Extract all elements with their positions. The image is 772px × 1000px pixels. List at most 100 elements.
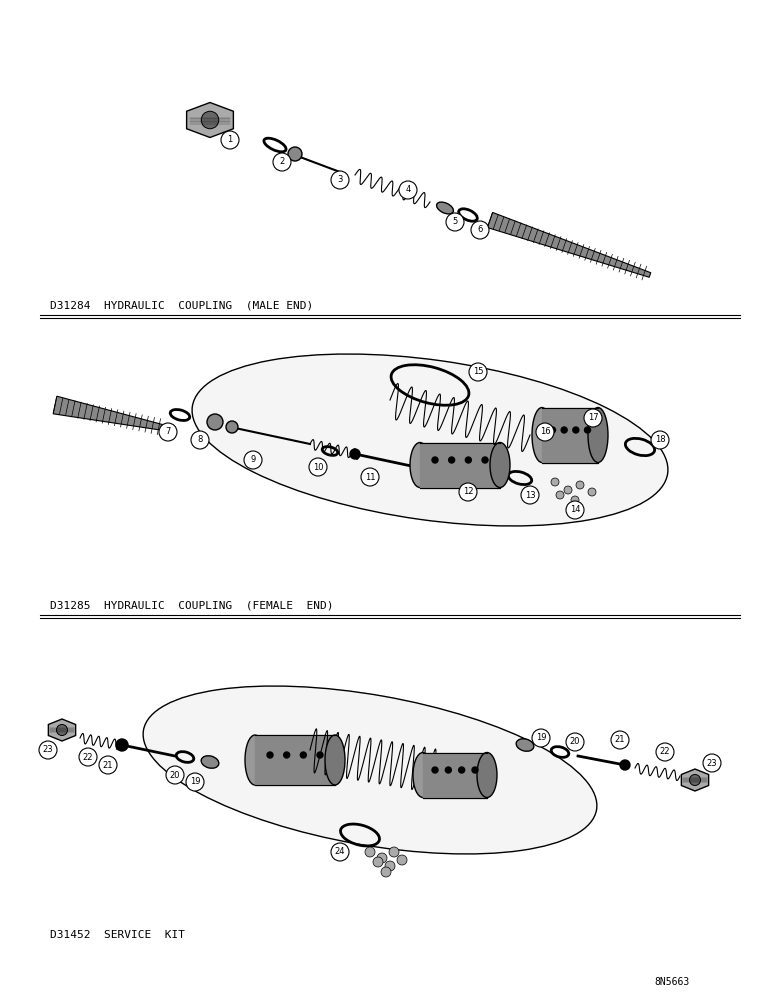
Circle shape [385, 861, 395, 871]
Text: 24: 24 [335, 848, 345, 856]
Circle shape [576, 481, 584, 489]
Text: 13: 13 [525, 490, 535, 499]
Circle shape [446, 213, 464, 231]
Text: 20: 20 [570, 738, 581, 746]
Circle shape [186, 773, 204, 791]
Circle shape [201, 111, 218, 129]
Text: 1: 1 [228, 135, 232, 144]
Circle shape [397, 855, 407, 865]
Text: 21: 21 [103, 760, 113, 770]
Circle shape [56, 724, 67, 736]
Circle shape [651, 431, 669, 449]
Circle shape [532, 729, 550, 747]
Text: 10: 10 [313, 462, 323, 472]
Circle shape [556, 491, 564, 499]
Ellipse shape [143, 686, 597, 854]
Circle shape [317, 752, 323, 758]
Circle shape [432, 767, 438, 773]
Ellipse shape [588, 408, 608, 462]
Circle shape [466, 457, 472, 463]
Circle shape [288, 147, 302, 161]
Circle shape [482, 457, 488, 463]
Circle shape [273, 153, 291, 171]
Circle shape [561, 427, 567, 433]
Polygon shape [487, 212, 651, 277]
Text: 2: 2 [279, 157, 285, 166]
Circle shape [267, 752, 273, 758]
Circle shape [207, 414, 223, 430]
Text: 21: 21 [615, 736, 625, 744]
Circle shape [620, 760, 630, 770]
Circle shape [564, 486, 572, 494]
Ellipse shape [477, 752, 497, 798]
Circle shape [283, 752, 290, 758]
Circle shape [459, 767, 465, 773]
Circle shape [584, 409, 602, 427]
Text: 17: 17 [587, 414, 598, 422]
Circle shape [551, 478, 559, 486]
Polygon shape [420, 442, 500, 488]
Circle shape [221, 131, 239, 149]
Text: 4: 4 [405, 186, 411, 194]
Ellipse shape [192, 354, 668, 526]
Circle shape [331, 171, 349, 189]
Text: 12: 12 [462, 488, 473, 496]
Ellipse shape [410, 442, 430, 488]
Ellipse shape [490, 442, 510, 488]
Circle shape [432, 457, 438, 463]
Text: 5: 5 [452, 218, 458, 227]
Text: 16: 16 [540, 428, 550, 436]
Circle shape [99, 756, 117, 774]
Circle shape [377, 853, 387, 863]
Polygon shape [542, 408, 598, 462]
Text: D31452  SERVICE  KIT: D31452 SERVICE KIT [50, 930, 185, 940]
Circle shape [159, 423, 177, 441]
Circle shape [656, 743, 674, 761]
Circle shape [191, 431, 209, 449]
Circle shape [566, 501, 584, 519]
Circle shape [389, 847, 399, 857]
Polygon shape [187, 103, 233, 137]
Ellipse shape [325, 735, 345, 785]
Circle shape [472, 767, 478, 773]
Circle shape [445, 767, 452, 773]
Text: 23: 23 [42, 746, 53, 754]
Text: 8N5663: 8N5663 [655, 977, 690, 987]
Ellipse shape [245, 735, 265, 785]
Circle shape [300, 752, 306, 758]
Circle shape [399, 181, 417, 199]
Polygon shape [53, 396, 165, 431]
Polygon shape [423, 752, 487, 798]
Text: D31285  HYDRAULIC  COUPLING  (FEMALE  END): D31285 HYDRAULIC COUPLING (FEMALE END) [50, 600, 334, 610]
Text: 19: 19 [190, 778, 200, 786]
Ellipse shape [516, 739, 533, 751]
Circle shape [573, 427, 579, 433]
Circle shape [703, 754, 721, 772]
Circle shape [381, 867, 391, 877]
Circle shape [116, 739, 128, 751]
Circle shape [550, 427, 556, 433]
Text: 3: 3 [337, 176, 343, 184]
Text: 8: 8 [198, 436, 203, 444]
Text: D31284  HYDRAULIC  COUPLING  (MALE END): D31284 HYDRAULIC COUPLING (MALE END) [50, 300, 313, 310]
Circle shape [611, 731, 629, 749]
Polygon shape [49, 719, 76, 741]
Text: 9: 9 [250, 456, 256, 464]
Text: 11: 11 [364, 473, 375, 482]
Circle shape [166, 766, 184, 784]
Circle shape [584, 427, 591, 433]
Ellipse shape [532, 408, 552, 462]
Circle shape [373, 857, 383, 867]
Text: 14: 14 [570, 506, 581, 514]
Circle shape [226, 421, 238, 433]
Circle shape [571, 496, 579, 504]
Text: 22: 22 [660, 748, 670, 756]
Text: 6: 6 [477, 226, 482, 234]
Ellipse shape [437, 202, 453, 214]
Circle shape [39, 741, 57, 759]
Text: 19: 19 [536, 734, 547, 742]
Ellipse shape [201, 756, 218, 768]
Circle shape [469, 363, 487, 381]
Text: 22: 22 [83, 752, 93, 762]
Circle shape [521, 486, 539, 504]
